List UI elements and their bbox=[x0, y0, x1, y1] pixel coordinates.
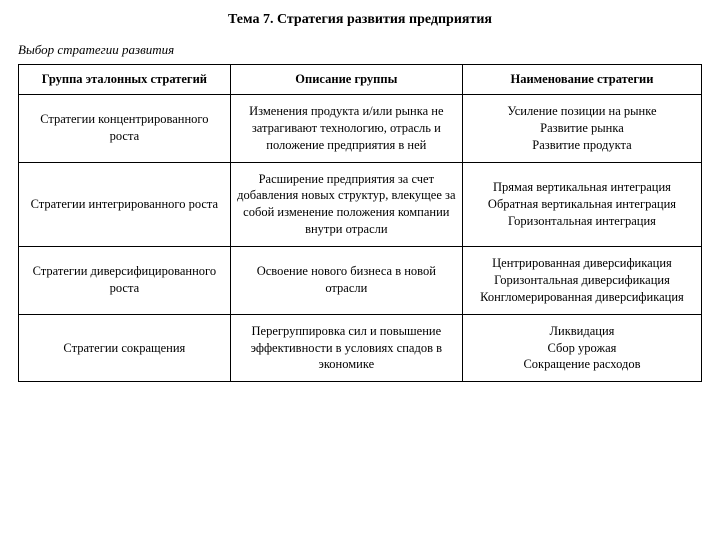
table-header-row: Группа эталонных стратегий Описание груп… bbox=[19, 65, 702, 95]
cell-group: Стратегии концентрированного роста bbox=[19, 94, 231, 162]
cell-description: Изменения продукта и/или рынка не затраг… bbox=[230, 94, 462, 162]
col-header-description: Описание группы bbox=[230, 65, 462, 95]
strategy-item: Центрированная диверсификация bbox=[469, 255, 695, 272]
page-subtitle: Выбор стратегии развития bbox=[18, 42, 702, 58]
strategy-item: Усиление позиции на рынке bbox=[469, 103, 695, 120]
strategy-item: Сбор урожая bbox=[469, 340, 695, 357]
cell-group: Стратегии интегрированного роста bbox=[19, 162, 231, 247]
cell-group: Стратегии диверсифицированного роста bbox=[19, 247, 231, 315]
cell-description: Перегруппировка сил и повышение эффектив… bbox=[230, 314, 462, 382]
table-row: Стратегии концентрированного роста Измен… bbox=[19, 94, 702, 162]
col-header-strategy: Наименование стратегии bbox=[462, 65, 701, 95]
strategy-item: Обратная вертикальная интеграция bbox=[469, 196, 695, 213]
strategy-item: Ликвидация bbox=[469, 323, 695, 340]
strategy-item: Прямая вертикальная интеграция bbox=[469, 179, 695, 196]
strategy-item: Горизонтальная диверсификация bbox=[469, 272, 695, 289]
col-header-group: Группа эталонных стратегий bbox=[19, 65, 231, 95]
page-title: Тема 7. Стратегия развития предприятия bbox=[18, 12, 702, 28]
cell-description: Освоение нового бизнеса в новой отрасли bbox=[230, 247, 462, 315]
cell-strategies: Прямая вертикальная интеграция Обратная … bbox=[462, 162, 701, 247]
strategy-item: Горизонтальная интеграция bbox=[469, 213, 695, 230]
strategy-item: Конгломерированная диверсификация bbox=[469, 289, 695, 306]
cell-strategies: Усиление позиции на рынке Развитие рынка… bbox=[462, 94, 701, 162]
cell-description: Расширение предприятия за счет добавлени… bbox=[230, 162, 462, 247]
strategy-item: Развитие рынка bbox=[469, 120, 695, 137]
strategy-table: Группа эталонных стратегий Описание груп… bbox=[18, 64, 702, 382]
table-row: Стратегии диверсифицированного роста Осв… bbox=[19, 247, 702, 315]
cell-strategies: Центрированная диверсификация Горизонтал… bbox=[462, 247, 701, 315]
table-row: Стратегии сокращения Перегруппировка сил… bbox=[19, 314, 702, 382]
strategy-item: Сокращение расходов bbox=[469, 356, 695, 373]
cell-group: Стратегии сокращения bbox=[19, 314, 231, 382]
strategy-item: Развитие продукта bbox=[469, 137, 695, 154]
cell-strategies: Ликвидация Сбор урожая Сокращение расход… bbox=[462, 314, 701, 382]
table-row: Стратегии интегрированного роста Расшире… bbox=[19, 162, 702, 247]
